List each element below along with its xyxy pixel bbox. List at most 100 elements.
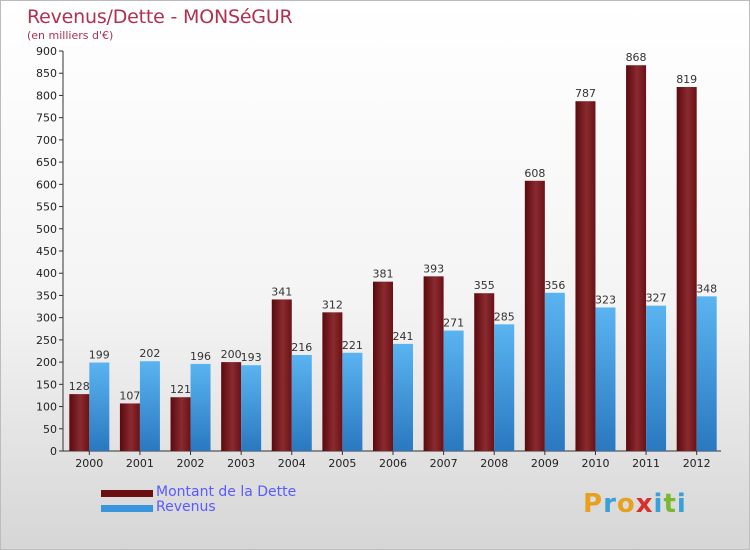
data-label-dette: 121 [170,383,191,396]
data-label-dette: 787 [575,87,596,100]
bar-dette [322,312,343,451]
y-tick-label: 900 [36,45,57,58]
bar-revenus [443,330,464,451]
logo-letter: o [616,489,636,519]
data-label-dette: 312 [322,298,343,311]
x-tick-label: 2002 [177,457,205,470]
x-tick-label: 2009 [531,457,559,470]
bar-dette [119,403,140,451]
y-tick-label: 550 [36,201,57,214]
legend-label-dette: Montant de la Dette [156,484,297,500]
y-tick-label: 250 [36,334,57,347]
y-tick-label: 700 [36,134,57,147]
data-label-dette: 128 [69,380,90,393]
x-tick-label: 2006 [379,457,407,470]
x-tick-label: 2007 [430,457,458,470]
logo-letter: r [603,489,617,519]
data-label-dette: 381 [373,268,394,281]
x-tick-label: 2008 [480,457,508,470]
logo-letter: i [653,489,664,519]
data-label-dette: 341 [271,285,292,298]
bar-revenus [342,352,363,451]
data-label-dette: 393 [423,262,444,275]
data-label-dette: 608 [524,167,545,180]
legend-swatch-dette [101,490,153,497]
bar-dette [626,65,647,451]
bar-revenus [544,292,565,451]
x-tick-label: 2011 [632,457,660,470]
bar-revenus [595,307,616,451]
bar-revenus [696,296,717,451]
y-tick-label: 300 [36,312,57,325]
data-label-dette: 868 [626,51,647,64]
y-tick-label: 600 [36,178,57,191]
y-tick-label: 50 [43,423,57,436]
bar-revenus [190,363,211,451]
bar-dette [474,293,495,451]
bar-dette [423,276,444,451]
bar-dette [676,87,697,451]
x-tick-label: 2012 [683,457,711,470]
data-label-revenus: 221 [342,339,363,352]
data-label-revenus: 323 [595,293,616,306]
bar-revenus [494,324,515,451]
data-label-revenus: 241 [393,330,414,343]
y-tick-label: 650 [36,156,57,169]
data-label-revenus: 356 [544,279,565,292]
bar-dette [575,101,596,451]
data-label-revenus: 271 [443,317,464,330]
x-tick-label: 2010 [581,457,609,470]
y-tick-label: 450 [36,245,57,258]
bar-dette [170,397,191,451]
bar-revenus [139,361,160,451]
bar-revenus [646,305,667,451]
data-label-dette: 355 [474,279,495,292]
data-label-revenus: 348 [696,282,717,295]
bar-revenus [393,343,413,451]
bar-revenus [89,362,110,451]
y-tick-label: 800 [36,89,57,102]
bar-dette [373,281,393,451]
proxiti-logo: Proxiti [583,489,687,519]
data-label-dette: 819 [676,73,697,86]
x-tick-label: 2004 [278,457,306,470]
y-tick-label: 100 [36,401,57,414]
x-tick-label: 2003 [227,457,255,470]
chart-subtitle: (en milliers d'€) [27,29,114,42]
bar-dette [69,394,90,451]
bar-dette [524,180,545,451]
bar-revenus [241,365,262,451]
y-tick-label: 850 [36,67,57,80]
logo-letter: t [663,489,677,519]
x-tick-label: 2001 [126,457,154,470]
data-label-revenus: 196 [190,350,211,363]
y-tick-label: 350 [36,289,57,302]
y-tick-label: 500 [36,223,57,236]
data-label-dette: 200 [221,348,242,361]
x-tick-label: 2000 [75,457,103,470]
data-label-dette: 107 [119,389,140,402]
data-label-revenus: 327 [646,292,667,305]
y-tick-label: 400 [36,267,57,280]
bar-revenus [291,355,312,451]
chart-title: Revenus/Dette - MONSéGUR [27,6,293,28]
logo-letter: x [635,489,654,519]
bar-dette [271,299,292,451]
data-label-revenus: 199 [89,349,110,362]
logo-letter: P [583,489,604,519]
data-label-revenus: 193 [241,351,262,364]
data-label-revenus: 202 [139,347,160,360]
legend-label-revenus: Revenus [156,499,216,515]
data-label-revenus: 216 [291,341,312,354]
x-tick-label: 2005 [328,457,356,470]
logo-letter: i [676,489,687,519]
y-tick-label: 750 [36,112,57,125]
data-label-revenus: 285 [494,310,515,323]
y-tick-label: 200 [36,356,57,369]
legend-swatch-revenus [101,505,153,512]
y-tick-label: 0 [50,445,57,458]
bar-dette [221,362,242,451]
y-tick-label: 150 [36,378,57,391]
